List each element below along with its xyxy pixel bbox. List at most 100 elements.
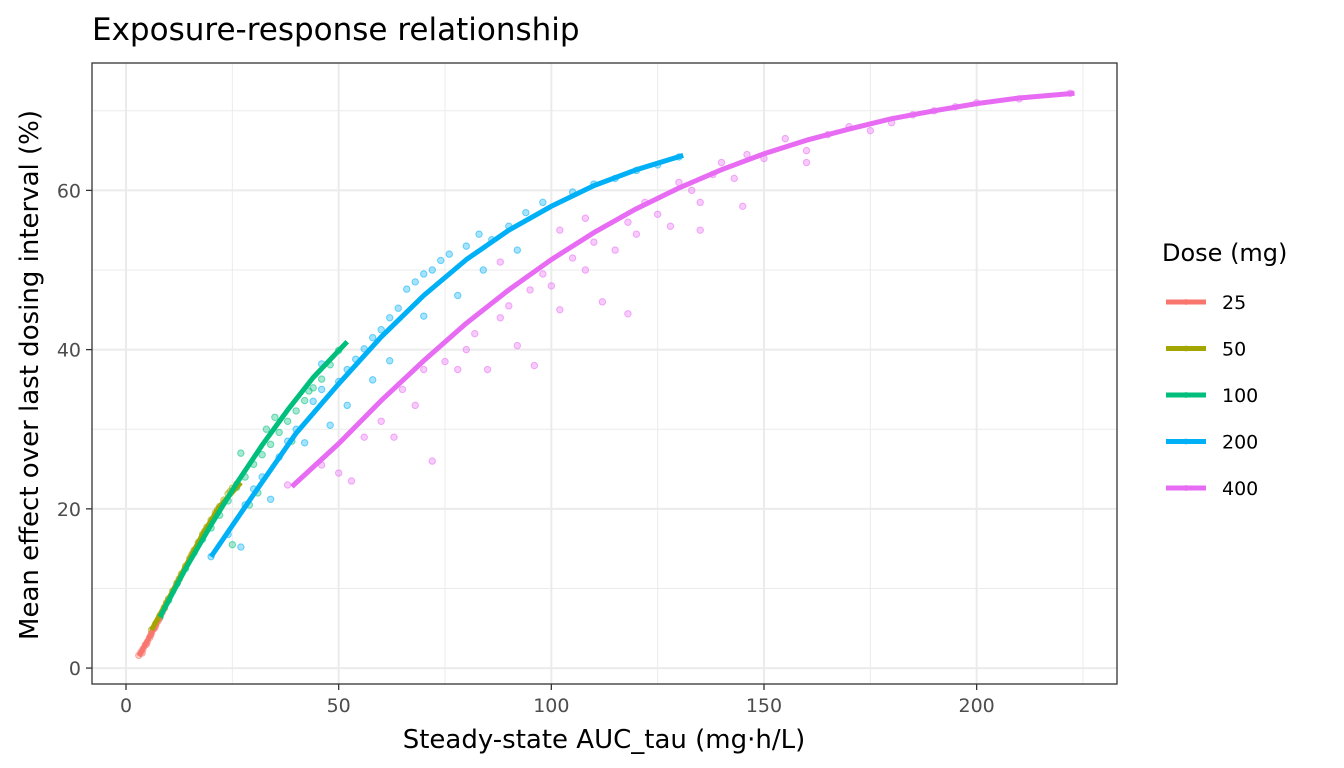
x-tick-label: 0 — [120, 695, 132, 717]
data-point-dose-200 — [317, 385, 326, 394]
data-point-dose-400 — [526, 286, 534, 294]
axis-ticks: 0 50 100 150 200 0 20 40 60 — [57, 180, 995, 717]
data-point-dose-400 — [428, 457, 436, 465]
data-point-dose-400 — [624, 218, 632, 226]
data-point-dose-400 — [556, 226, 564, 234]
panel-background — [92, 63, 1117, 684]
x-tick-label: 100 — [533, 695, 569, 717]
data-point-dose-400 — [653, 210, 662, 218]
data-point-dose-400 — [866, 126, 875, 135]
data-point-dose-400 — [632, 230, 641, 238]
data-point-dose-200 — [369, 333, 377, 342]
data-point-dose-400 — [547, 282, 556, 290]
data-point-dose-400 — [568, 254, 577, 262]
data-point-dose-400 — [420, 365, 428, 374]
x-tick-label: 150 — [746, 695, 782, 717]
data-point-dose-400 — [377, 417, 385, 425]
data-point-dose-400 — [781, 134, 789, 143]
legend-label-200: 200 — [1222, 432, 1258, 454]
y-tick-label: 40 — [57, 340, 81, 362]
data-point-dose-400 — [730, 174, 738, 183]
data-point-dose-400 — [802, 146, 811, 155]
data-point-dose-400 — [454, 365, 462, 374]
data-point-dose-400 — [496, 258, 504, 266]
data-point-dose-400 — [360, 433, 368, 441]
data-point-dose-200 — [513, 246, 522, 254]
data-point-dose-100 — [271, 413, 279, 421]
data-point-dose-200 — [386, 357, 394, 365]
data-point-dose-400 — [717, 158, 726, 167]
x-tick-label: 200 — [959, 695, 995, 717]
data-point-dose-400 — [696, 226, 704, 234]
data-point-dose-100 — [228, 540, 237, 549]
data-point-dose-200 — [445, 250, 453, 258]
data-point-dose-200 — [475, 230, 483, 238]
data-point-dose-200 — [403, 285, 411, 293]
gridlines — [92, 63, 1117, 684]
data-point-dose-400 — [581, 266, 590, 274]
data-point-dose-400 — [539, 270, 547, 278]
data-point-dose-400 — [598, 298, 607, 306]
data-point-dose-100 — [258, 451, 266, 459]
legend: Dose (mg) 25 50 100 200 400 — [1162, 239, 1287, 500]
data-point-dose-400 — [530, 361, 539, 370]
data-point-dose-400 — [666, 222, 675, 230]
data-point-dose-200 — [386, 314, 394, 322]
data-point-dose-200 — [309, 397, 317, 406]
y-tick-label: 60 — [57, 180, 81, 202]
y-tick-label: 0 — [69, 658, 81, 680]
fit-curve-dose-100 — [157, 339, 350, 619]
data-point-dose-400 — [483, 365, 492, 374]
data-point-dose-400 — [347, 477, 356, 485]
data-point-dose-200 — [343, 401, 351, 410]
data-point-dose-200 — [539, 198, 547, 207]
data-point-dose-400 — [398, 385, 407, 394]
data-point-dose-400 — [505, 302, 513, 310]
chart-title: Exposure-response relationship — [92, 12, 580, 48]
data-point-dose-400 — [556, 306, 564, 314]
data-point-dose-200 — [237, 543, 245, 551]
data-point-dose-400 — [802, 158, 811, 167]
legend-label-100: 100 — [1222, 385, 1258, 407]
data-point-dose-400 — [624, 310, 632, 318]
data-point-dose-200 — [428, 266, 436, 274]
data-point-dose-200 — [377, 326, 385, 334]
fit-curve-dose-400 — [290, 90, 1075, 489]
data-point-dose-200 — [420, 312, 428, 320]
panel-border — [91, 62, 1118, 685]
data-point-dose-200 — [420, 270, 428, 278]
x-tick-label: 50 — [327, 695, 351, 717]
legend-key-point-25 — [1183, 299, 1189, 305]
data-point-dose-400 — [581, 214, 590, 222]
x-axis-title: Steady-state AUC_tau (mg·h/L) — [403, 725, 806, 755]
data-point-dose-400 — [496, 314, 504, 322]
data-point-dose-400 — [334, 469, 343, 477]
data-point-dose-400 — [471, 329, 479, 338]
data-point-dose-100 — [283, 417, 292, 425]
data-point-dose-400 — [462, 345, 470, 354]
data-point-dose-400 — [283, 481, 292, 489]
data-point-dose-200 — [454, 291, 462, 300]
data-point-dose-400 — [687, 186, 696, 195]
legend-label-50: 50 — [1222, 339, 1246, 361]
data-point-dose-200 — [326, 421, 334, 429]
legend-key-point-200 — [1183, 438, 1189, 445]
data-point-dose-200 — [266, 495, 275, 503]
legend-label-25: 25 — [1222, 292, 1246, 314]
legend-title: Dose (mg) — [1162, 239, 1287, 267]
legend-key-point-50 — [1183, 345, 1189, 352]
data-point-dose-200 — [479, 266, 487, 274]
data-point-dose-400 — [390, 433, 398, 441]
data-point-dose-100 — [317, 375, 326, 383]
plot-panel — [92, 63, 1117, 684]
data-point-dose-200 — [394, 304, 402, 312]
data-point-dose-200 — [437, 256, 445, 265]
data-point-dose-200 — [462, 242, 470, 250]
data-point-dose-400 — [441, 357, 449, 366]
fit-curve-dose-200 — [209, 153, 684, 559]
data-point-dose-100 — [275, 428, 283, 437]
data-point-dose-200 — [300, 439, 309, 447]
data-point-dose-400 — [590, 238, 598, 246]
data-point-dose-400 — [411, 401, 419, 410]
